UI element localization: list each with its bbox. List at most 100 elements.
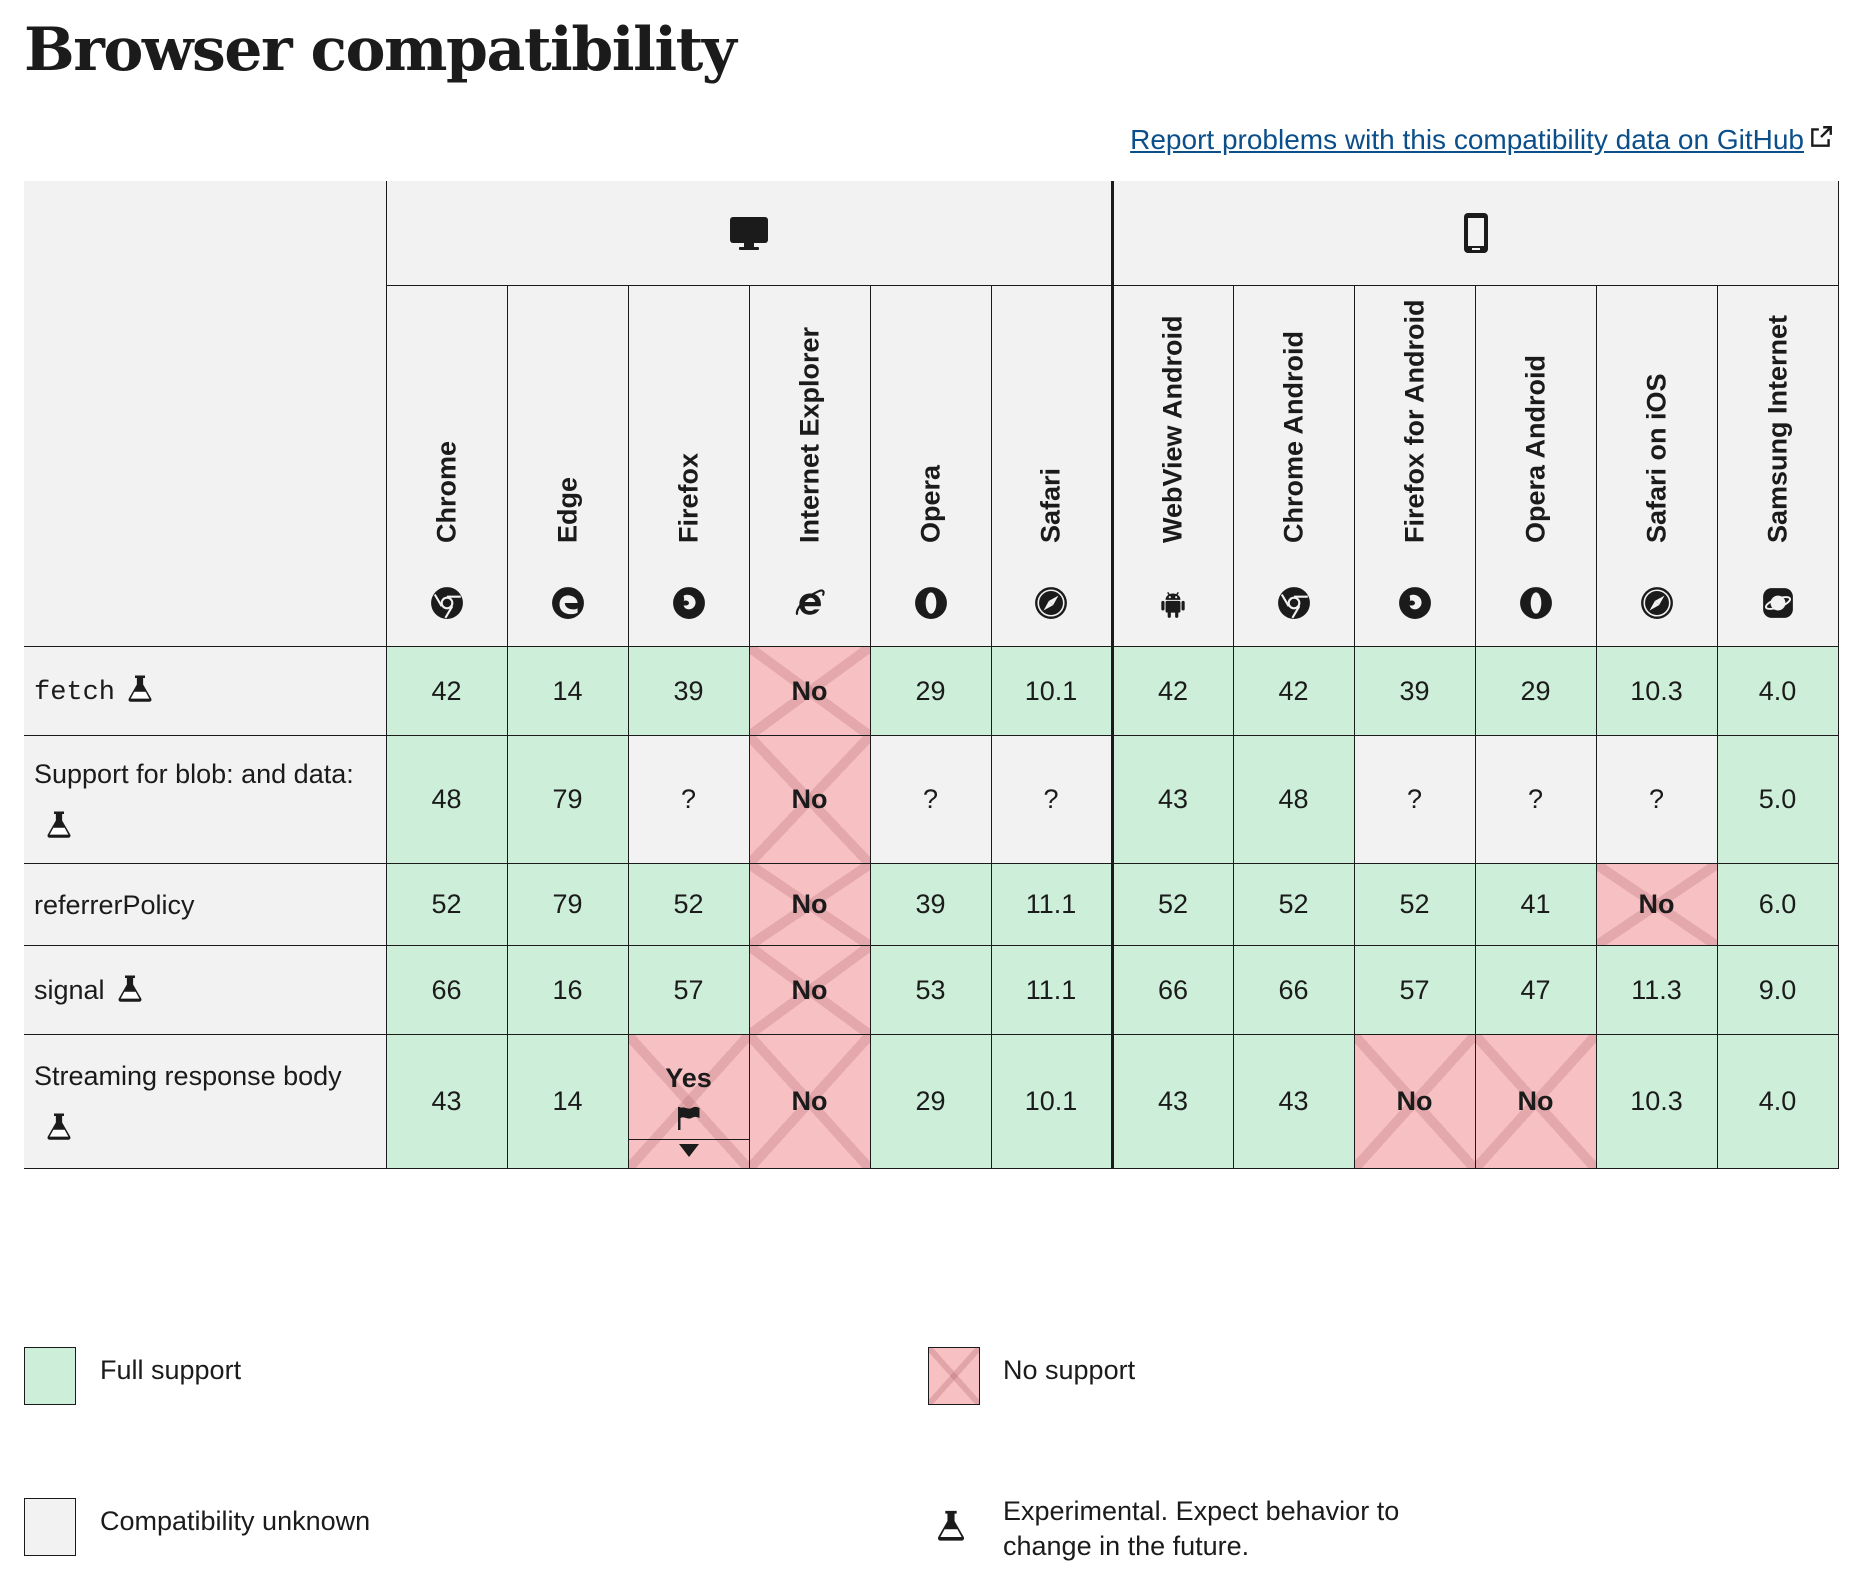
support-cell[interactable]: 39: [627, 646, 750, 736]
browser-header-webview-android: WebView Android: [1110, 285, 1234, 647]
browser-label: Internet Explorer: [794, 326, 824, 543]
support-cell[interactable]: 52: [1110, 863, 1234, 946]
support-cell[interactable]: 11.1: [990, 945, 1113, 1035]
experimental-flask-icon: [125, 668, 155, 702]
support-value: No: [1638, 889, 1675, 919]
support-cell[interactable]: 66: [1232, 945, 1355, 1035]
support-value: No: [791, 784, 828, 814]
support-cell[interactable]: 48: [385, 735, 508, 864]
support-cell[interactable]: 39: [1353, 646, 1476, 736]
browser-label: Safari: [1035, 467, 1066, 543]
support-cell[interactable]: No: [748, 945, 871, 1035]
browser-header-firefox-for-android: Firefox for Android: [1353, 285, 1476, 647]
support-cell[interactable]: 4.0: [1716, 1034, 1839, 1169]
support-cell[interactable]: 14: [506, 646, 629, 736]
support-cell[interactable]: 66: [385, 945, 508, 1035]
support-cell[interactable]: 53: [869, 945, 992, 1035]
support-cell[interactable]: 42: [385, 646, 508, 736]
support-cell[interactable]: 43: [1110, 1034, 1234, 1169]
support-cell[interactable]: 43: [1110, 735, 1234, 864]
opera-icon: [914, 586, 948, 620]
support-cell[interactable]: Yes: [627, 1034, 750, 1169]
support-value: 10.1: [1024, 675, 1078, 706]
support-cell[interactable]: 10.1: [990, 646, 1113, 736]
support-value: 9.0: [1758, 974, 1797, 1005]
support-cell[interactable]: 79: [506, 735, 629, 864]
support-cell[interactable]: 29: [869, 1034, 992, 1169]
support-cell[interactable]: 41: [1474, 863, 1597, 946]
table-row: Support for blob: and data: 48 79? No?? 43 48…: [24, 735, 1839, 864]
support-value: 11.1: [1025, 974, 1077, 1005]
support-value: 53: [915, 974, 946, 1005]
support-cell[interactable]: ?: [990, 735, 1113, 864]
expand-toggle[interactable]: [628, 1139, 749, 1168]
support-cell[interactable]: 14: [506, 1034, 629, 1169]
support-value: 14: [552, 1086, 583, 1116]
support-cell[interactable]: 10.3: [1595, 646, 1718, 736]
support-cell[interactable]: 10.3: [1595, 1034, 1718, 1169]
support-value: 79: [552, 889, 583, 919]
support-value: 29: [1520, 675, 1551, 706]
support-value: No: [1396, 1086, 1433, 1116]
legend-full-support-label: Full support: [100, 1355, 242, 1385]
support-cell[interactable]: No: [1474, 1034, 1597, 1169]
support-cell[interactable]: 52: [1353, 863, 1476, 946]
browser-header-chrome: Chrome: [385, 285, 508, 647]
support-cell[interactable]: No: [748, 1034, 871, 1169]
support-cell[interactable]: 39: [869, 863, 992, 946]
support-cell[interactable]: 42: [1110, 646, 1234, 736]
browser-label: WebView Android: [1157, 315, 1188, 543]
support-cell[interactable]: No: [748, 863, 871, 946]
support-value: No: [791, 675, 828, 706]
page-title: Browser compatibility: [24, 15, 737, 85]
support-cell[interactable]: 5.0: [1716, 735, 1839, 864]
support-cell[interactable]: 52: [385, 863, 508, 946]
support-cell[interactable]: No: [1595, 863, 1718, 946]
support-cell[interactable]: 48: [1232, 735, 1355, 864]
support-cell[interactable]: 52: [627, 863, 750, 946]
support-cell[interactable]: 11.1: [990, 863, 1113, 946]
experimental-flask-icon: [44, 804, 74, 838]
support-cell[interactable]: 42: [1232, 646, 1355, 736]
support-cell[interactable]: ?: [627, 735, 750, 864]
browser-label: Opera: [915, 464, 945, 543]
support-cell[interactable]: 29: [869, 646, 992, 736]
support-value: 14: [552, 675, 583, 706]
mobile-icon: [1463, 213, 1488, 253]
support-cell[interactable]: 79: [506, 863, 629, 946]
support-cell[interactable]: ?: [1595, 735, 1718, 864]
support-cell[interactable]: 11.3: [1595, 945, 1718, 1035]
table-row: Streaming response body 43 14 Yes No 29 10.1 43…: [24, 1034, 1839, 1169]
support-cell[interactable]: 16: [506, 945, 629, 1035]
support-cell[interactable]: 6.0: [1716, 863, 1839, 946]
desktop-icon: [729, 217, 768, 250]
support-cell[interactable]: 9.0: [1716, 945, 1839, 1035]
safari-icon: [1034, 586, 1068, 620]
table-row: referrerPolicy 52 79 52 No 39 11.1 52 52 52 41 No 6.…: [24, 863, 1839, 946]
support-cell[interactable]: No: [748, 735, 871, 864]
support-cell[interactable]: 57: [1353, 945, 1476, 1035]
support-cell[interactable]: ?: [869, 735, 992, 864]
support-cell[interactable]: 4.0: [1716, 646, 1839, 736]
report-link-container: Report problems with this compatibility …: [1130, 122, 1834, 158]
support-cell[interactable]: 43: [1232, 1034, 1355, 1169]
report-problems-link[interactable]: Report problems with this compatibility …: [1130, 124, 1804, 155]
support-cell[interactable]: 43: [385, 1034, 508, 1169]
support-value: 52: [1157, 889, 1189, 919]
support-cell[interactable]: No: [1353, 1034, 1476, 1169]
support-cell[interactable]: ?: [1474, 735, 1597, 864]
support-cell[interactable]: 47: [1474, 945, 1597, 1035]
support-value: 57: [673, 974, 704, 1005]
support-cell[interactable]: No: [748, 646, 871, 736]
support-cell[interactable]: 52: [1232, 863, 1355, 946]
support-cell[interactable]: 29: [1474, 646, 1597, 736]
support-value: 29: [915, 675, 946, 706]
support-cell[interactable]: 10.1: [990, 1034, 1113, 1169]
support-value: 66: [431, 974, 462, 1005]
support-value: 48: [1278, 784, 1309, 814]
edge-icon: [551, 586, 585, 620]
browser-label: Opera Android: [1520, 354, 1550, 543]
support-cell[interactable]: ?: [1353, 735, 1476, 864]
support-cell[interactable]: 57: [627, 945, 750, 1035]
support-cell[interactable]: 66: [1110, 945, 1234, 1035]
